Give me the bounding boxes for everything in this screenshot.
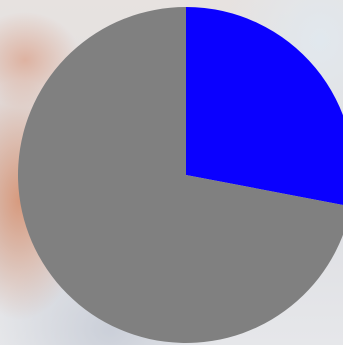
pie-slice-1 [186, 7, 343, 205]
pie-slice-2 [18, 7, 343, 343]
pie-slices [18, 7, 343, 343]
